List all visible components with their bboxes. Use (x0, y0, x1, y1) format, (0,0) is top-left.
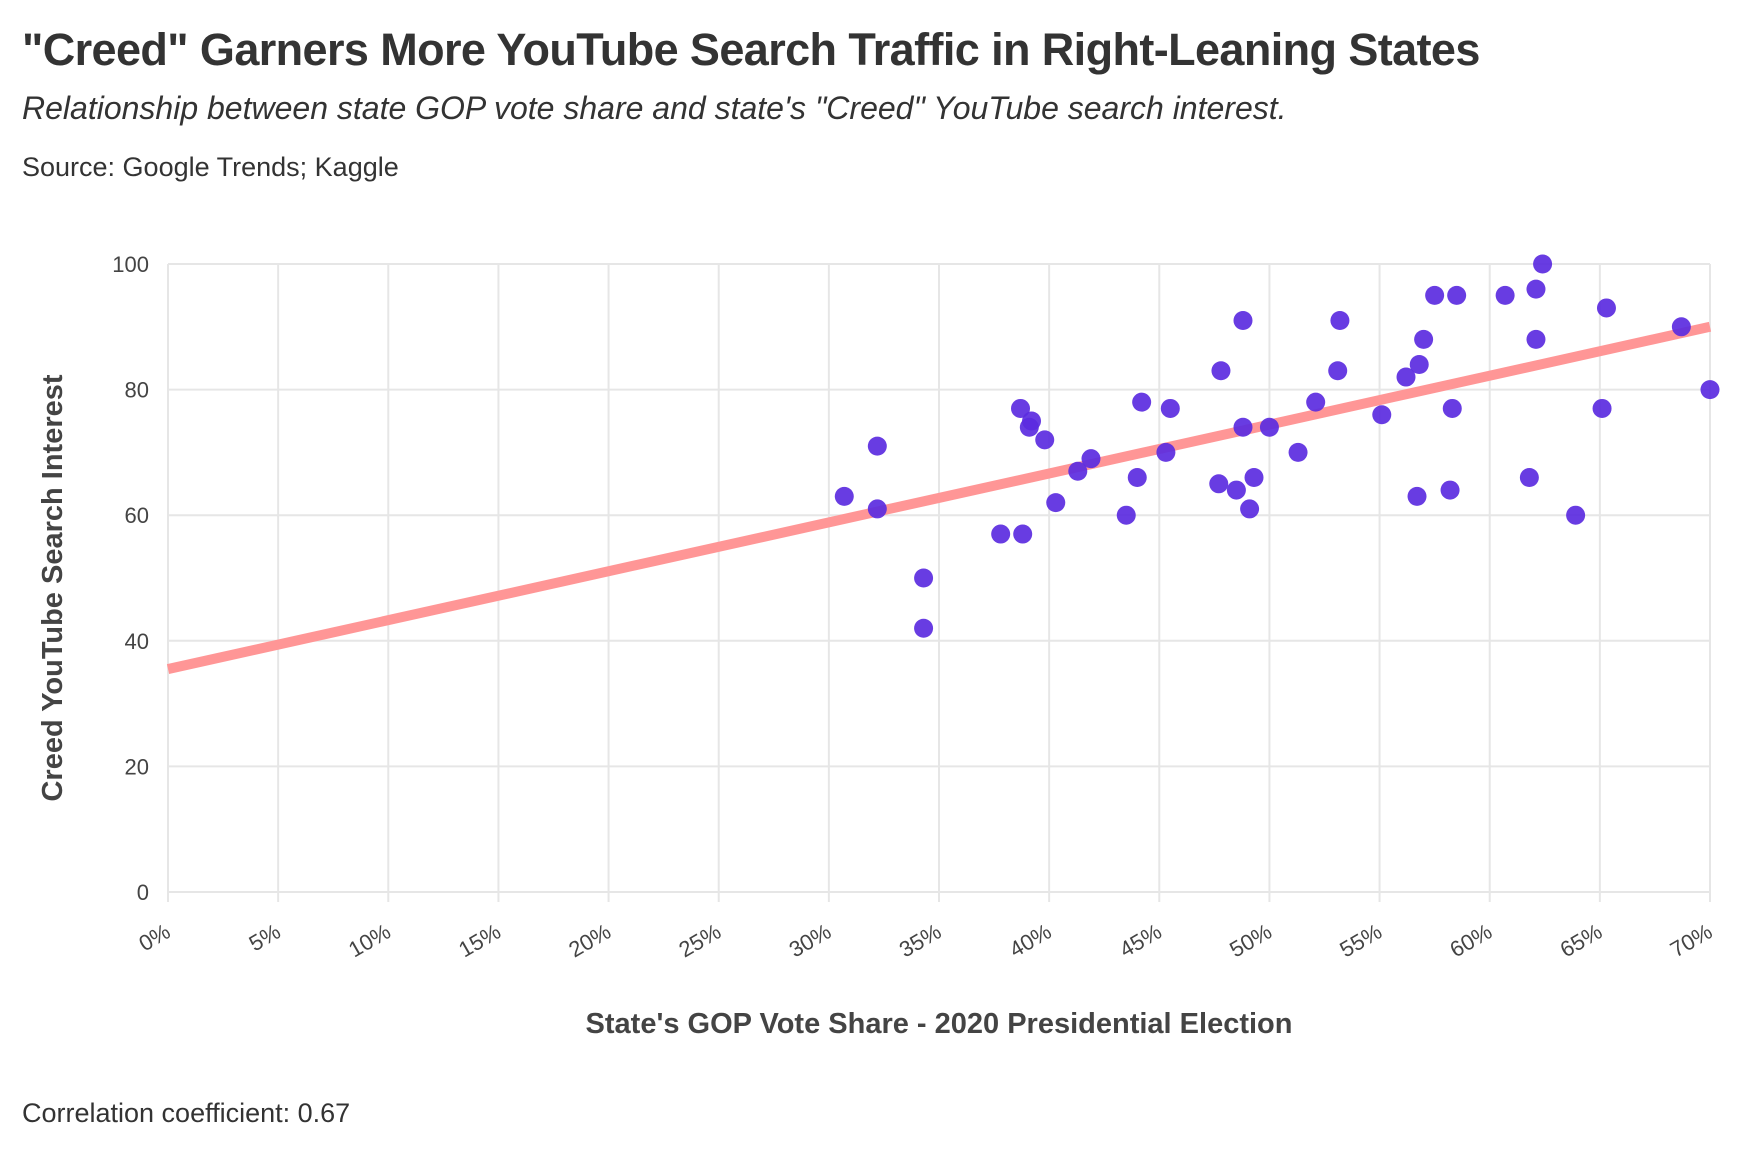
y-tick-label: 100 (112, 252, 149, 277)
data-point (1440, 480, 1460, 500)
y-tick-label: 0 (137, 880, 149, 905)
x-tick-label: 65% (1556, 919, 1607, 963)
data-point (1330, 311, 1350, 331)
data-point (1596, 298, 1616, 318)
chart-title: "Creed" Garners More YouTube Search Traf… (22, 24, 1480, 75)
y-axis-label: Creed YouTube Search Interest (37, 374, 69, 801)
data-point (1011, 398, 1031, 418)
data-point (1127, 468, 1147, 488)
data-point (1409, 354, 1429, 374)
x-tick-label: 55% (1335, 919, 1386, 963)
x-tick-label: 25% (675, 919, 726, 963)
data-point (867, 436, 887, 456)
data-point (1533, 254, 1553, 274)
data-point (1372, 405, 1392, 425)
data-point (1519, 468, 1539, 488)
data-point (834, 486, 854, 506)
x-tick-label: 50% (1225, 919, 1276, 963)
y-tick-label: 20 (125, 754, 149, 779)
data-point (1068, 461, 1088, 481)
x-tick-label: 10% (344, 919, 395, 963)
y-axis-ticks: 0 20 40 60 80 100 (112, 252, 149, 905)
data-point (1328, 361, 1348, 381)
x-tick-label: 15% (454, 919, 505, 963)
data-point (914, 568, 934, 588)
x-axis-ticks: 0% 5% 10% 15% 20% 25% 30% 35% 40% 45% 50% 55% 60% 65%… (134, 919, 1716, 963)
data-point (1495, 285, 1515, 305)
data-point (1425, 285, 1445, 305)
data-point (1407, 486, 1427, 506)
data-point (867, 499, 887, 519)
data-points (834, 254, 1720, 638)
data-point (1396, 367, 1416, 387)
chart-grid (167, 263, 1711, 902)
data-point (1035, 430, 1055, 450)
data-point (1226, 480, 1246, 500)
y-tick-label: 40 (125, 629, 149, 654)
data-point (1671, 317, 1691, 337)
x-tick-label: 0% (134, 919, 174, 957)
data-point (1259, 417, 1279, 437)
data-point (1526, 329, 1546, 349)
data-point (1240, 499, 1260, 519)
data-point (1046, 493, 1066, 513)
data-point (1442, 398, 1462, 418)
data-point (914, 618, 934, 638)
data-point (1022, 411, 1042, 431)
data-point (1156, 442, 1176, 462)
x-tick-label: 5% (245, 919, 285, 957)
x-tick-label: 35% (895, 919, 946, 963)
x-tick-label: 70% (1666, 919, 1717, 963)
chart-subtitle: Relationship between state GOP vote shar… (22, 90, 1287, 126)
data-point (1209, 474, 1229, 494)
correlation-note: Correlation coefficient: 0.67 (22, 1098, 351, 1128)
x-axis-label: State's GOP Vote Share - 2020 Presidenti… (586, 1008, 1293, 1040)
x-tick-label: 20% (564, 919, 615, 963)
x-tick-label: 60% (1446, 919, 1497, 963)
data-point (1414, 329, 1434, 349)
source-note: Source: Google Trends; Kaggle (22, 152, 399, 182)
data-point (1306, 392, 1326, 412)
data-point (1013, 524, 1033, 544)
data-point (1160, 398, 1180, 418)
data-point (1447, 285, 1467, 305)
data-point (991, 524, 1011, 544)
data-point (1288, 442, 1308, 462)
data-point (1233, 417, 1253, 437)
data-point (1132, 392, 1152, 412)
x-tick-label: 45% (1115, 919, 1166, 963)
data-point (1233, 311, 1253, 331)
data-point (1566, 505, 1586, 525)
y-tick-label: 80 (125, 378, 149, 403)
data-point (1116, 505, 1136, 525)
data-point (1244, 468, 1264, 488)
data-point (1700, 380, 1720, 400)
x-tick-label: 40% (1005, 919, 1056, 963)
x-tick-label: 30% (785, 919, 836, 963)
y-tick-label: 60 (125, 503, 149, 528)
data-point (1526, 279, 1546, 299)
data-point (1211, 361, 1231, 381)
data-point (1592, 398, 1612, 418)
trendline (166, 321, 1712, 674)
data-point (1081, 449, 1101, 469)
